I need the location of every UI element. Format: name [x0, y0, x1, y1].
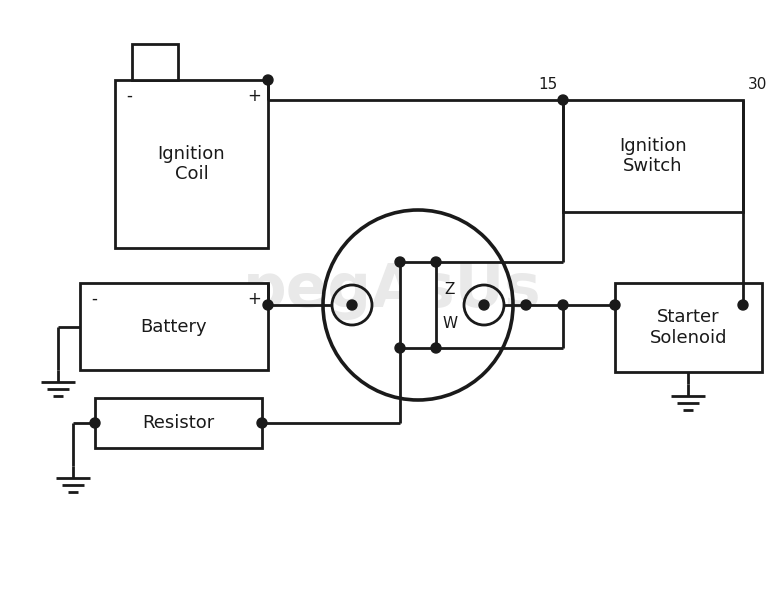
Text: +: +: [247, 87, 261, 105]
Text: Ignition
Switch: Ignition Switch: [619, 137, 687, 175]
Circle shape: [395, 343, 405, 353]
Circle shape: [263, 75, 273, 85]
Circle shape: [521, 300, 531, 310]
Text: Starter
Solenoid: Starter Solenoid: [650, 308, 728, 347]
Text: 15: 15: [539, 77, 558, 92]
Circle shape: [347, 300, 357, 310]
Text: Resistor: Resistor: [143, 414, 215, 432]
Text: 30: 30: [748, 77, 768, 92]
Circle shape: [257, 418, 267, 428]
Bar: [115, 80, 268, 248]
Text: W: W: [442, 316, 458, 331]
Bar: [95, 398, 262, 448]
Circle shape: [558, 95, 568, 105]
Circle shape: [395, 257, 405, 267]
Text: pegAsUs: pegAsUs: [243, 260, 541, 319]
Text: -: -: [91, 290, 97, 308]
Circle shape: [479, 300, 489, 310]
Circle shape: [431, 343, 441, 353]
Circle shape: [431, 257, 441, 267]
Bar: [615, 283, 762, 372]
Text: Ignition
Coil: Ignition Coil: [158, 145, 225, 184]
Bar: [80, 283, 268, 370]
Text: Battery: Battery: [140, 317, 207, 335]
Circle shape: [610, 300, 620, 310]
Bar: [400, 262, 436, 348]
Text: Z: Z: [445, 281, 456, 296]
Bar: [132, 44, 178, 80]
Bar: [563, 100, 743, 212]
Circle shape: [558, 300, 568, 310]
Circle shape: [738, 300, 748, 310]
Text: +: +: [247, 290, 261, 308]
Text: -: -: [126, 87, 132, 105]
Circle shape: [90, 418, 100, 428]
Circle shape: [263, 300, 273, 310]
